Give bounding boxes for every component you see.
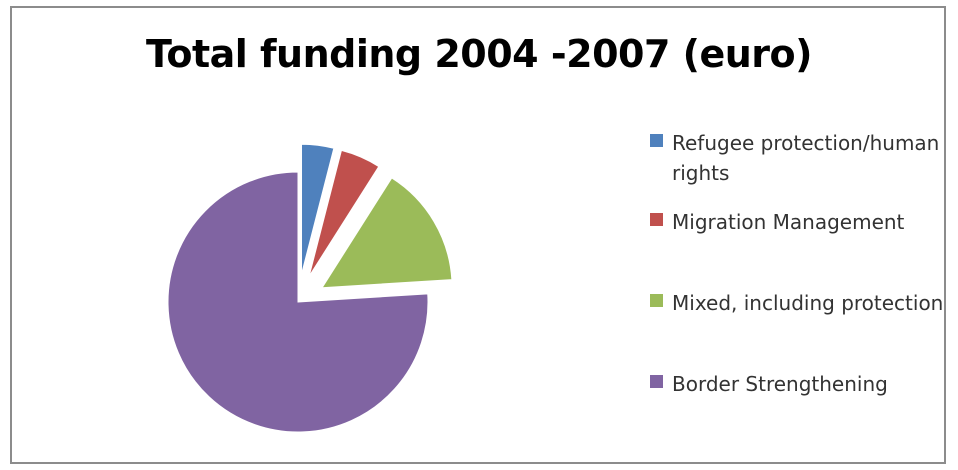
legend-item-mixed-protection: Mixed, including protection xyxy=(650,288,944,318)
legend-label-migration-management: Migration Management xyxy=(672,210,905,234)
legend-label-refugee-protection: Refugee protection/human rights xyxy=(672,131,940,185)
pie-slice-refugee-protection xyxy=(301,143,335,275)
chart-frame xyxy=(10,6,946,464)
legend-item-border-strengthening: Border Strengthening xyxy=(650,369,944,399)
legend-swatch-mixed-protection xyxy=(650,294,663,307)
legend-item-refugee-protection: Refugee protection/human rights xyxy=(650,128,944,188)
legend-item-migration-management: Migration Management xyxy=(650,207,944,237)
legend-label-border-strengthening: Border Strengthening xyxy=(672,372,888,396)
chart-title: Total funding 2004 -2007 (euro) xyxy=(145,32,813,76)
legend-swatch-migration-management xyxy=(650,213,663,226)
legend-swatch-border-strengthening xyxy=(650,375,663,388)
legend-label-mixed-protection: Mixed, including protection xyxy=(672,291,944,315)
legend-swatch-refugee-protection xyxy=(650,134,663,147)
pie-slice-migration-management xyxy=(308,149,380,277)
pie-slice-border-strengthening xyxy=(167,171,429,433)
pie-slice-mixed-protection xyxy=(321,177,453,289)
